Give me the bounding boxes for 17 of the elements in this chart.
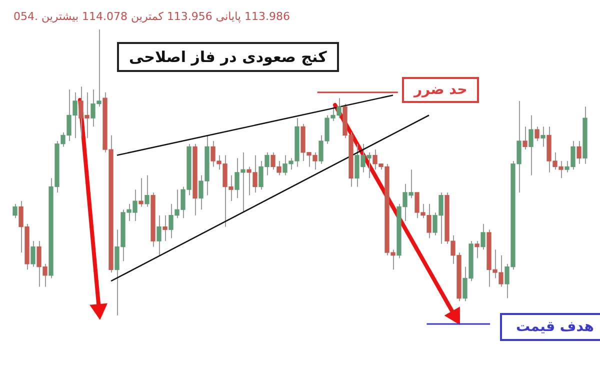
candlestick [30,240,36,268]
candlestick [474,240,480,259]
candlestick [540,126,546,148]
text: 113.986 پایانی 113.956 کمترین 114.078 بیشترین .054 [12,10,290,23]
candlestick [12,203,18,219]
ref-line-label: حد ضرر [402,77,480,103]
candlestick [144,174,150,208]
candlestick [156,214,162,256]
candlestick [534,126,540,142]
annotation: کنج صعودی در فاز اصلاحی [117,42,339,72]
candlestick [480,223,486,250]
candlestick [138,178,144,208]
candlestick [576,140,582,164]
candlestick [528,114,534,176]
candlestick [162,214,168,242]
candlestick [522,126,528,150]
ref-line-label: هدف قیمت [500,313,600,341]
